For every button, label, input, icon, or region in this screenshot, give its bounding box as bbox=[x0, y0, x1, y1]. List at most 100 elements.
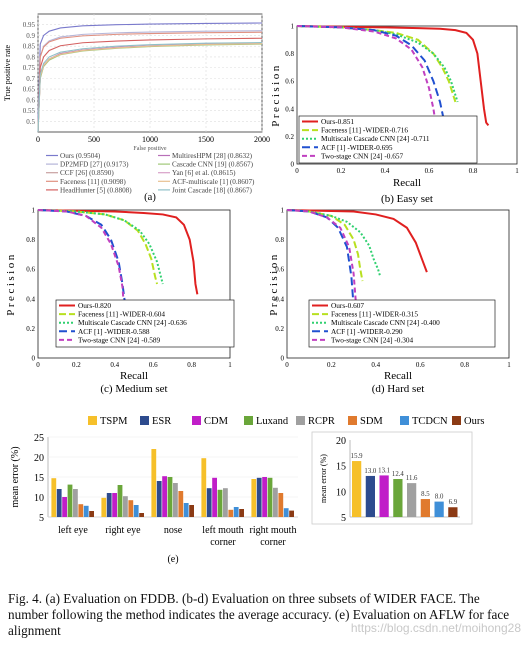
y-tick-label: 20 bbox=[34, 453, 44, 464]
y-tick-label: 0.5 bbox=[26, 118, 35, 126]
x-tick-label: 0.8 bbox=[460, 361, 469, 369]
y-tick-label: 0.8 bbox=[285, 50, 294, 58]
y-tick-label: 25 bbox=[34, 433, 44, 444]
series-line bbox=[37, 43, 263, 133]
series-line bbox=[37, 22, 263, 122]
bar bbox=[73, 489, 78, 517]
x-tick-label: nose bbox=[164, 525, 183, 536]
y-tick-label: 0.2 bbox=[26, 325, 35, 333]
x-tick-label: 500 bbox=[88, 135, 100, 144]
chart-d-hard-set: 0 0.2 0.4 0.6 0.8 1 0 0.2 0.4 0.6 0.8 1 Ours-0.607Fa… bbox=[268, 207, 511, 396]
bar bbox=[151, 449, 157, 517]
x-tick-label: 0.8 bbox=[187, 361, 196, 369]
legend-entry: Cascade CNN [19] (0.8567) bbox=[172, 161, 254, 169]
y-tick-label: 5 bbox=[341, 513, 346, 524]
panel-frame bbox=[311, 431, 473, 525]
bar bbox=[212, 477, 217, 517]
bar bbox=[239, 509, 244, 517]
legend-entry: Two-stage CNN [24] -0.657 bbox=[321, 151, 404, 160]
series-line bbox=[286, 209, 428, 273]
series-line bbox=[296, 25, 459, 103]
bar bbox=[112, 493, 117, 517]
legend-entry: Multiscale Cascade CNN [24] -0.711 bbox=[321, 134, 430, 143]
plot-frame bbox=[296, 25, 518, 165]
legend-box bbox=[55, 299, 235, 348]
legend-entry: Joint Cascade [18] (0.8667) bbox=[172, 186, 252, 194]
y-tick-label: 20 bbox=[336, 436, 346, 447]
y-tick-label: 0.6 bbox=[275, 266, 284, 274]
bar bbox=[183, 503, 189, 517]
legend-swatch bbox=[192, 416, 201, 425]
y-tick-label: 0.6 bbox=[26, 96, 35, 104]
bar bbox=[352, 461, 362, 517]
data-label: 13.1 bbox=[378, 467, 390, 474]
x-axis-label: Recall bbox=[120, 370, 148, 382]
legend-swatch bbox=[88, 416, 97, 425]
legend-entry: Ours-0.820 bbox=[78, 301, 111, 310]
bar bbox=[262, 477, 267, 517]
data-label: 15.9 bbox=[351, 453, 363, 460]
bar bbox=[434, 501, 444, 517]
y-tick-label: 0.8 bbox=[275, 236, 284, 244]
series-line bbox=[296, 25, 490, 126]
legend-entry: Ours-0.851 bbox=[321, 117, 354, 126]
legend-entry: SDM bbox=[360, 416, 383, 427]
bar bbox=[56, 489, 62, 517]
legend-swatch bbox=[296, 416, 305, 425]
bar bbox=[178, 491, 184, 517]
bar bbox=[101, 497, 107, 517]
y-tick-label: 0.9 bbox=[26, 32, 35, 40]
y-tick-label: 1 bbox=[291, 23, 295, 31]
y-tick-label: 0.7 bbox=[26, 75, 35, 83]
series-line bbox=[37, 31, 263, 133]
bar bbox=[89, 511, 94, 517]
bar bbox=[106, 493, 112, 517]
x-tick-label: 0.4 bbox=[110, 361, 119, 369]
bar bbox=[167, 477, 173, 517]
bar bbox=[256, 477, 262, 517]
x-tick-label: corner bbox=[260, 537, 286, 548]
y-axis-label: Precision bbox=[268, 252, 280, 315]
y-axis-label: Precision bbox=[270, 63, 282, 126]
y-tick-label: 0.4 bbox=[26, 295, 35, 303]
y-axis-label: True positive rate bbox=[3, 44, 12, 101]
legend-swatch bbox=[452, 416, 461, 425]
legend-entry: Ours-0.607 bbox=[331, 301, 364, 310]
legend-swatch bbox=[348, 416, 357, 425]
legend-entry: Luxand bbox=[256, 416, 289, 427]
bar bbox=[156, 481, 162, 517]
y-tick-label: 0.2 bbox=[275, 325, 284, 333]
figure-caption: Fig. 4. (a) Evaluation on FDDB. (b-d) Ev… bbox=[8, 591, 510, 638]
legend-entry: Faceness [11] -WIDER-0.604 bbox=[78, 310, 165, 319]
x-axis-label: Recall bbox=[384, 370, 412, 382]
bar bbox=[173, 483, 178, 517]
y-tick-label: 5 bbox=[39, 513, 44, 524]
bar bbox=[51, 478, 57, 517]
bar bbox=[233, 507, 239, 517]
legend-entry: ACF [1] -WIDER-0.290 bbox=[331, 327, 403, 336]
x-tick-label: 0 bbox=[36, 135, 40, 144]
chart-c-medium-set: 0 0.2 0.4 0.6 0.8 1 0 0.2 0.4 0.6 0.8 1 Ours-0.820Fa… bbox=[5, 207, 235, 395]
legend-entry: HeadHunter [5] (0.8808) bbox=[60, 186, 132, 194]
x-tick-label: 1500 bbox=[198, 135, 214, 144]
y-tick-label: 1 bbox=[32, 207, 36, 215]
series-line bbox=[286, 209, 360, 329]
legend-entry: DP2MFD [27] (0.9173) bbox=[60, 161, 129, 169]
x-axis-label: False positive bbox=[133, 146, 167, 152]
bar bbox=[283, 508, 289, 517]
x-tick-label: 1 bbox=[507, 361, 511, 369]
y-tick-label: 0.65 bbox=[23, 86, 36, 94]
y-tick-label: 15 bbox=[336, 462, 346, 473]
chart-a-fddb-roc: 0.95 0.9 0.85 0.8 0.75 0.7 0.65 0.6 0.55 0.5 0 500 1… bbox=[3, 13, 270, 203]
legend-swatch bbox=[244, 416, 253, 425]
series-line bbox=[37, 209, 128, 329]
legend-box bbox=[308, 299, 496, 348]
bar bbox=[62, 497, 67, 517]
legend-entry: Faceness [11] (0.9098) bbox=[60, 178, 126, 186]
y-axis-label: mean error (%) bbox=[10, 446, 21, 507]
legend-entry: ACF-multiscale [1] (0.8607) bbox=[172, 178, 255, 186]
bar bbox=[189, 505, 194, 517]
x-tick-label: 1 bbox=[228, 361, 232, 369]
x-tick-label: 0.2 bbox=[72, 361, 81, 369]
chart-sublabel: (c) Medium set bbox=[100, 383, 167, 395]
